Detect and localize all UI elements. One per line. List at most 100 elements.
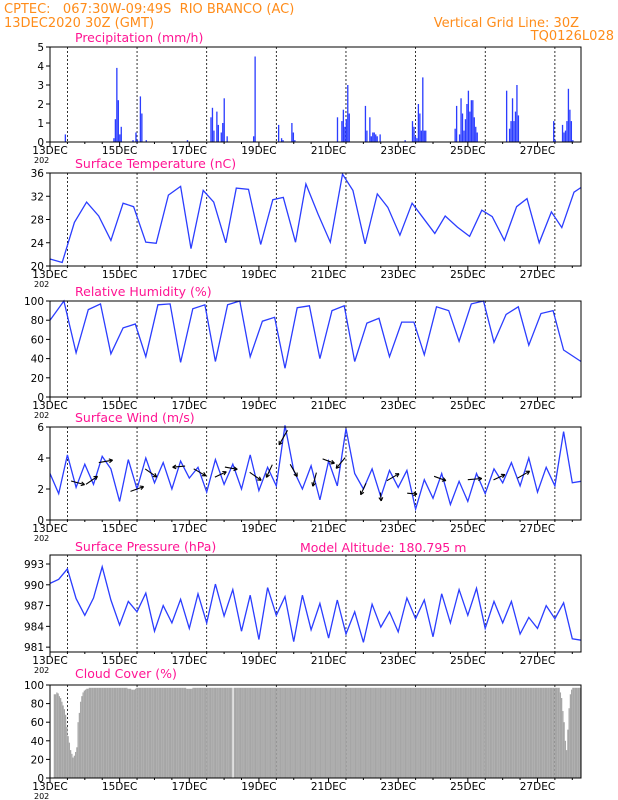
cloud-bar	[437, 687, 439, 778]
cloud-bar	[267, 687, 269, 778]
precip-bar	[572, 140, 574, 142]
cloud-bar	[169, 687, 172, 778]
cloud-bar	[214, 687, 217, 778]
precip-bar	[419, 113, 421, 142]
cloud-bar	[579, 687, 582, 778]
y-tick-label: 0	[37, 392, 44, 404]
cloud-bar	[491, 687, 493, 778]
cloud-bar	[478, 687, 480, 778]
cloud-bar	[542, 687, 544, 778]
wind-arrow-head	[140, 486, 145, 490]
cloud-bar	[122, 687, 124, 778]
cloud-bar	[428, 687, 430, 778]
cloud-bar	[208, 687, 210, 778]
precip-bar	[470, 100, 472, 142]
x-tick-label: 13DEC	[32, 400, 67, 412]
header-model-id: TQ0126L028	[530, 29, 614, 44]
precip-bar	[217, 124, 219, 142]
cloud-bar	[304, 687, 307, 778]
cloud-bar	[384, 687, 387, 778]
humidity-frame	[49, 300, 582, 398]
precip-bar	[413, 126, 415, 142]
cloud-bar	[364, 687, 367, 778]
cloud-bar	[243, 687, 245, 778]
cloud-bar	[512, 687, 514, 778]
cloud-bar	[281, 687, 283, 778]
cloud-bar	[553, 687, 555, 778]
cloud-bar	[442, 687, 444, 778]
x-tick-label: 27DEC	[520, 655, 555, 667]
cloud-bar	[204, 687, 207, 778]
wind-arrow-head	[396, 473, 400, 478]
cloud-bar	[551, 687, 553, 778]
cloud-bar	[119, 687, 122, 778]
cloud-bar	[423, 687, 425, 778]
cloud-bar	[299, 687, 302, 778]
x-tick-label: 25DEC	[450, 655, 485, 667]
cloud-bar	[94, 687, 97, 778]
precip-bar	[344, 126, 346, 142]
cloud-bar	[237, 687, 239, 778]
header-run-time: 13DEC2020 30Z (GMT)	[4, 16, 154, 31]
precip-bar	[455, 105, 458, 142]
cloud-bar	[526, 687, 528, 778]
cloud-bar	[219, 687, 222, 778]
cloud-bar	[366, 687, 368, 778]
humidity-panel: Relative Humidity (%) 0 20 40 60 80 100 13DEC 15…	[24, 284, 582, 420]
precip-bar	[226, 136, 228, 142]
cloud-bar	[182, 687, 184, 778]
cloud-bar	[71, 753, 73, 778]
cloud-bar	[543, 687, 545, 778]
precip-bar	[564, 130, 567, 142]
cloud-bar	[128, 688, 130, 778]
cloud-bar	[419, 687, 422, 778]
x-tick-label: 13DEC	[32, 145, 67, 157]
cloud-bar	[506, 687, 508, 778]
cloud-bar	[239, 687, 242, 778]
precip-bar	[473, 117, 475, 142]
precip-bar	[116, 67, 118, 142]
cloud-bar	[191, 688, 193, 778]
cloud-bar	[324, 687, 327, 778]
cloud-bar	[153, 687, 155, 778]
cloud-bar	[449, 687, 452, 778]
cloud-bar	[427, 687, 429, 778]
cloud-bar	[261, 687, 263, 778]
cloud-bar	[417, 687, 419, 778]
cloud-bar	[509, 687, 512, 778]
wind-arrow	[98, 458, 113, 464]
cloud-bar	[194, 687, 197, 778]
cloud-bar	[53, 694, 56, 778]
wind-arrow	[407, 491, 418, 497]
x-tick-label: 21DEC	[311, 523, 346, 535]
precip-bar	[510, 121, 512, 142]
cloud-bar	[89, 687, 92, 778]
x-tick-label: 15DEC	[102, 523, 137, 535]
cloud-bar	[92, 687, 94, 778]
cloud-bar	[188, 688, 190, 778]
precipitation-panel: Precipitation (mm/h) 0 1 2 3 4 5 13DEC 15DEC 17DE…	[32, 30, 582, 165]
cloud-bar	[159, 687, 162, 778]
wind-arrow	[289, 464, 298, 477]
cloud-bar	[373, 687, 375, 778]
wind-arrow	[193, 468, 207, 477]
temperature-series-line	[49, 172, 582, 264]
cloud-bar	[459, 687, 462, 778]
cloud-bar	[311, 687, 313, 778]
cloud-bar	[103, 687, 105, 778]
cloud-bar	[152, 687, 154, 778]
cloud-bar	[301, 687, 303, 778]
cloud-bar	[533, 687, 535, 778]
cloud-bar	[201, 687, 203, 778]
x-tick-label: 23DEC	[380, 145, 415, 157]
cloud-bar	[87, 688, 89, 778]
wind-arrow-shaft	[517, 470, 530, 479]
cloud-bar	[424, 687, 427, 778]
y-tick-label: 1	[37, 118, 44, 130]
cloud-bar	[502, 687, 504, 778]
wind-arrow	[249, 471, 262, 481]
cloud-bar	[96, 687, 98, 778]
precip-bar	[216, 111, 218, 142]
wind-arrow-head	[335, 464, 338, 469]
cloud-bar	[147, 687, 149, 778]
